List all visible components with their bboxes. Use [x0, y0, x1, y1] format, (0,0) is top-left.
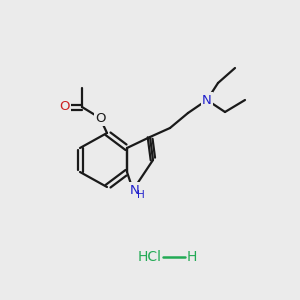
Text: N: N [202, 94, 212, 106]
Text: HCl: HCl [138, 250, 162, 264]
Text: H: H [187, 250, 197, 264]
Text: O: O [60, 100, 70, 113]
Text: O: O [95, 112, 105, 124]
Text: N: N [130, 184, 140, 196]
Text: H: H [137, 190, 145, 200]
